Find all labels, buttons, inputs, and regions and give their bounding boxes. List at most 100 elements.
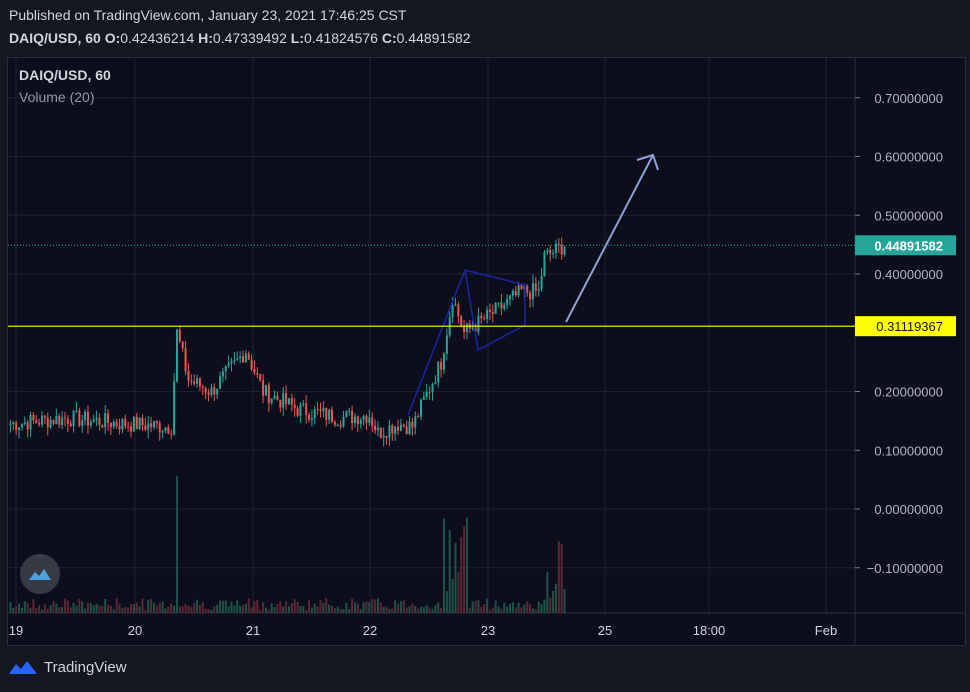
candle-body	[256, 372, 259, 375]
volume-bar	[109, 605, 112, 613]
time-tick-label: 19	[9, 623, 23, 638]
volume-bar	[540, 603, 543, 613]
candle-body	[500, 302, 503, 309]
volume-bar	[29, 607, 32, 613]
candle-body	[345, 411, 348, 417]
volume-bar	[339, 608, 342, 613]
candle-body	[529, 292, 532, 300]
volume-bar	[124, 607, 127, 613]
candle-body	[264, 384, 267, 396]
horizontal-line-tag	[855, 316, 956, 337]
volume-bar	[239, 605, 242, 613]
volume-bar	[474, 600, 477, 613]
volume-bar	[167, 606, 170, 613]
candle-body	[537, 288, 540, 291]
volume-bar	[374, 599, 377, 613]
candle-body	[118, 425, 121, 430]
candle-body	[474, 328, 477, 332]
time-tick-label: 23	[481, 623, 495, 638]
candle-body	[503, 304, 506, 309]
volume-bar	[112, 609, 115, 613]
candle-body	[353, 416, 356, 424]
volume-bar	[52, 601, 55, 613]
chart-area[interactable]	[7, 57, 966, 646]
volume-bar	[285, 601, 288, 613]
candle-body	[374, 425, 377, 431]
candle-body	[451, 305, 454, 318]
volume-bar	[198, 604, 201, 613]
candle-body	[92, 419, 95, 422]
volume-bar	[480, 606, 483, 613]
volume-bar	[531, 608, 534, 613]
volume-bar	[41, 609, 44, 613]
last-price-tag	[855, 235, 956, 256]
upward-arrow-line	[565, 154, 654, 323]
candle-body	[405, 426, 408, 435]
volume-bar	[141, 598, 144, 613]
time-tick-label: Feb	[815, 623, 837, 638]
candle-body	[167, 427, 170, 434]
volume-bar	[144, 609, 147, 613]
price-tick-label: 0.20000000	[874, 385, 943, 400]
open-label: O:	[104, 30, 121, 46]
candle-body	[26, 422, 29, 430]
volume-bar	[264, 607, 267, 613]
footer-branding[interactable]: TradingView	[8, 658, 127, 676]
volume-bar	[442, 518, 445, 613]
volume-bar	[345, 602, 348, 613]
published-line: Published on TradingView.com, January 23…	[9, 7, 407, 23]
candle-body	[534, 283, 537, 291]
high-label: H:	[198, 30, 213, 46]
volume-bar	[445, 591, 448, 613]
candle-body	[104, 413, 107, 428]
volume-bar	[417, 608, 420, 613]
low-value: 0.41824576	[303, 30, 378, 46]
candle-body	[89, 421, 92, 426]
volume-bar	[534, 609, 537, 613]
volume-bar	[408, 606, 411, 613]
candle-body	[445, 335, 448, 354]
volume-bar	[210, 609, 213, 613]
volume-bar	[55, 603, 58, 613]
price-tick-label: 0.40000000	[874, 267, 943, 282]
volume-bar	[290, 603, 293, 613]
volume-bar	[196, 599, 199, 613]
volume-bar	[230, 601, 233, 613]
volume-bar	[250, 607, 253, 613]
candle-body	[420, 399, 423, 417]
candle-body	[463, 326, 466, 333]
volume-bar	[247, 598, 250, 613]
candle-body	[351, 411, 354, 424]
candle-body	[43, 415, 46, 418]
candle-body	[29, 415, 32, 430]
candle-body	[23, 422, 26, 424]
volume-bar	[299, 605, 302, 613]
volume-bar	[560, 543, 563, 613]
candle-body	[506, 299, 509, 305]
volume-bar	[236, 600, 239, 613]
volume-bar	[431, 609, 434, 613]
volume-bar	[262, 602, 265, 613]
candle-body	[330, 409, 334, 423]
volume-bar	[454, 543, 457, 613]
horizontal-line-label: 0.31119367	[876, 319, 943, 334]
candle-body	[554, 243, 557, 253]
candle-body	[316, 409, 319, 411]
candle-body	[408, 421, 411, 435]
volume-bar	[127, 607, 130, 613]
volume-bar	[342, 609, 345, 613]
candle-body	[158, 423, 161, 433]
candle-body	[486, 309, 489, 320]
candle-body	[170, 433, 173, 435]
tradingview-badge[interactable]	[20, 554, 60, 594]
volume-bar	[43, 604, 46, 613]
candle-body	[514, 290, 517, 296]
candle-body	[35, 419, 38, 423]
candle-body	[313, 409, 316, 419]
candle-body	[356, 416, 359, 425]
candle-body	[460, 316, 463, 327]
candle-body	[178, 329, 181, 342]
volume-bar	[201, 601, 204, 613]
candle-body	[61, 417, 64, 425]
